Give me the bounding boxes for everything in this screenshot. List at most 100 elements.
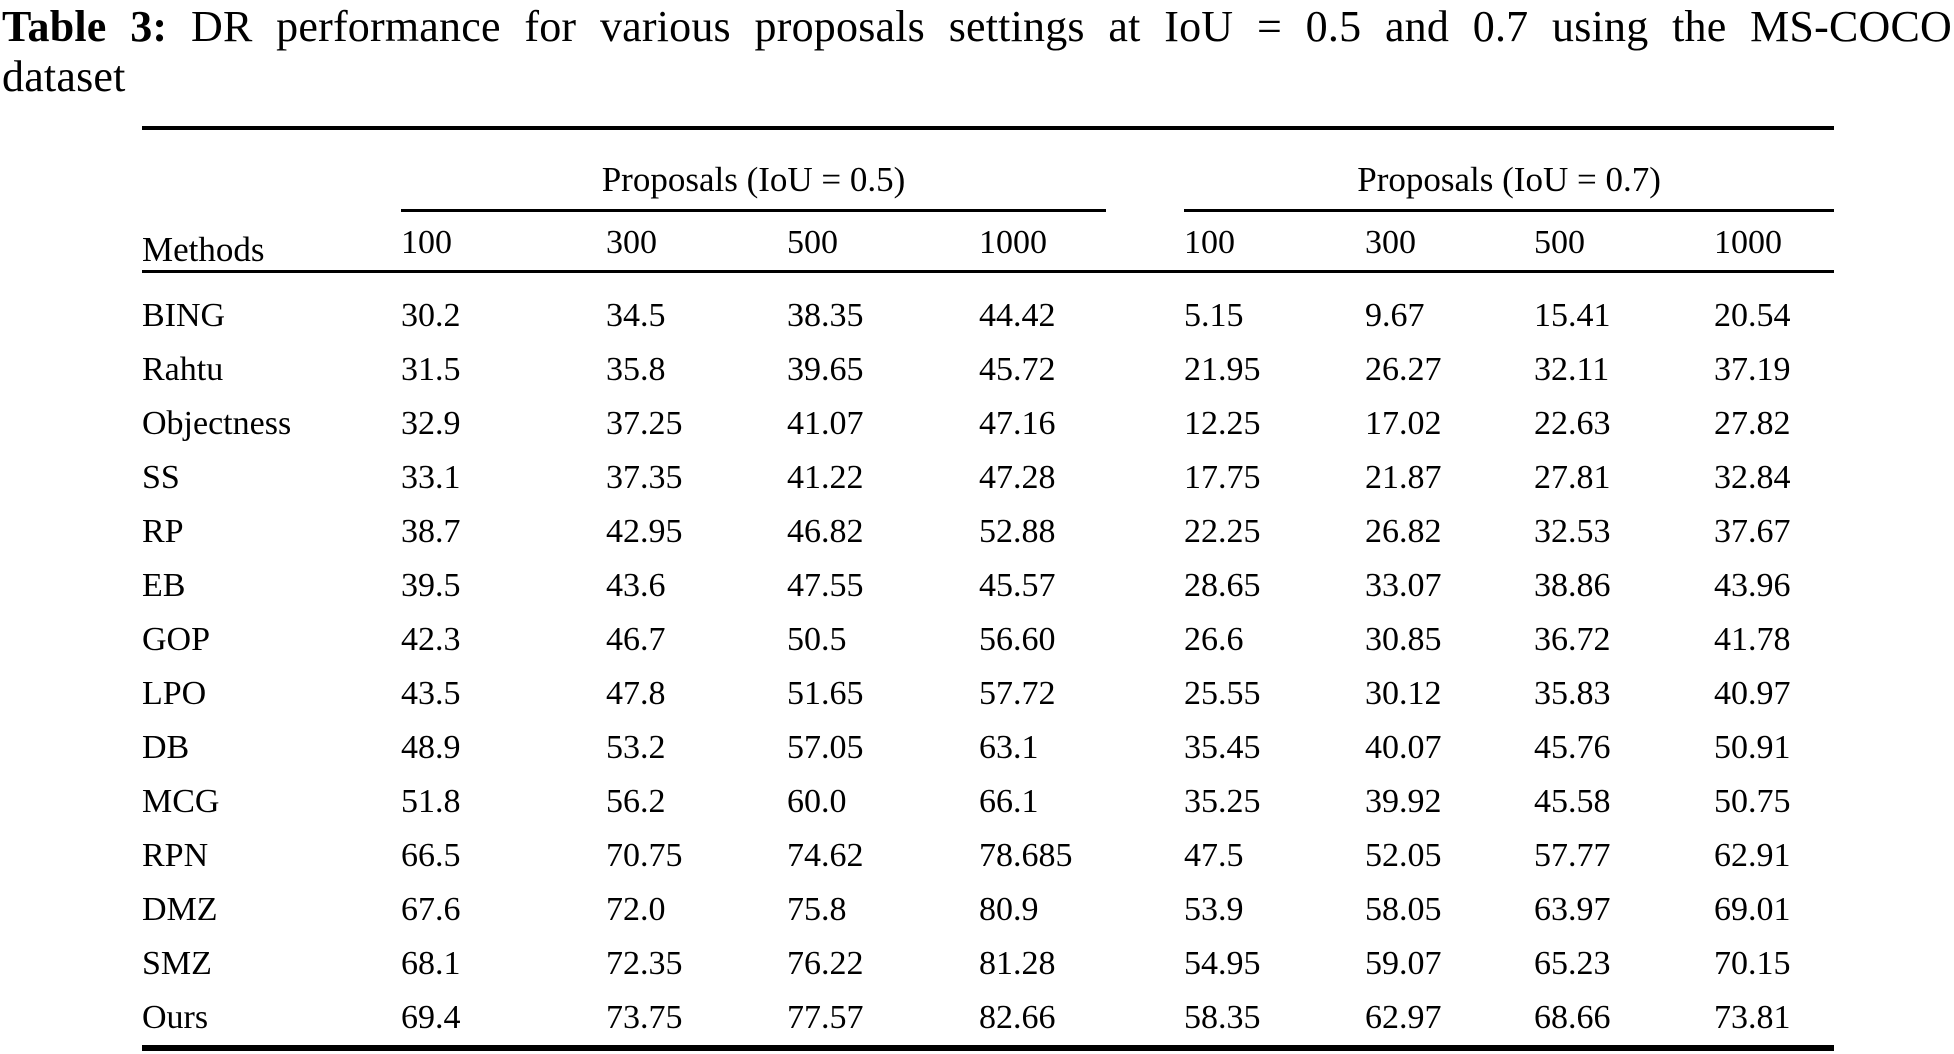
value-cell: 56.2 xyxy=(606,783,666,820)
table-row: Ours 69.4 73.75 77.57 82.66 58.35 62.97 68.66 73… xyxy=(142,991,1834,1048)
value-cell: 69.01 xyxy=(1714,891,1791,928)
value-cell: 54.95 xyxy=(1184,945,1261,982)
value-cell: 32.9 xyxy=(401,405,461,442)
value-cell: 74.62 xyxy=(787,837,864,874)
value-cell: 43.5 xyxy=(401,675,461,712)
value-cell: 42.3 xyxy=(401,621,461,658)
value-cell: 47.5 xyxy=(1184,837,1244,874)
value-cell: 57.05 xyxy=(787,729,864,766)
value-cell: 69.4 xyxy=(401,999,461,1036)
value-cell: 41.07 xyxy=(787,405,864,442)
value-cell: 50.75 xyxy=(1714,783,1791,820)
value-cell: 32.84 xyxy=(1714,459,1791,496)
methods-column-header: Methods xyxy=(142,128,401,273)
value-cell: 22.63 xyxy=(1534,405,1611,442)
method-cell: Rahtu xyxy=(142,351,224,388)
value-cell: 33.1 xyxy=(401,459,461,496)
value-cell: 40.97 xyxy=(1714,675,1791,712)
value-cell: 47.28 xyxy=(979,459,1056,496)
value-cell: 43.6 xyxy=(606,567,666,604)
value-cell: 34.5 xyxy=(606,297,666,334)
value-cell: 59.07 xyxy=(1365,945,1442,982)
value-cell: 44.42 xyxy=(979,297,1056,334)
value-cell: 51.65 xyxy=(787,675,864,712)
value-cell: 72.0 xyxy=(606,891,666,928)
value-cell: 35.25 xyxy=(1184,783,1261,820)
method-cell: RPN xyxy=(142,837,209,874)
value-cell: 37.25 xyxy=(606,405,683,442)
value-cell: 31.5 xyxy=(401,351,461,388)
value-cell: 38.35 xyxy=(787,297,864,334)
subcol-iou05-100: 100 xyxy=(401,212,606,273)
table-row: RP 38.7 42.95 46.82 52.88 22.25 26.82 32.53 37.6… xyxy=(142,505,1834,559)
caption-label: Table 3: xyxy=(2,2,168,51)
value-cell: 15.41 xyxy=(1534,297,1611,334)
value-cell: 25.55 xyxy=(1184,675,1261,712)
table-row: SMZ 68.1 72.35 76.22 81.28 54.95 59.07 65.23 70.… xyxy=(142,937,1834,991)
value-cell: 27.82 xyxy=(1714,405,1791,442)
value-cell: 33.07 xyxy=(1365,567,1442,604)
value-cell: 73.81 xyxy=(1714,999,1791,1036)
value-cell: 45.58 xyxy=(1534,783,1611,820)
value-cell: 32.11 xyxy=(1534,351,1610,388)
subcol-iou07-1000: 1000 xyxy=(1714,212,1835,273)
value-cell: 70.75 xyxy=(606,837,683,874)
value-cell: 50.91 xyxy=(1714,729,1791,766)
value-cell: 63.1 xyxy=(979,729,1039,766)
value-cell: 52.88 xyxy=(979,513,1056,550)
subcol-iou05-300: 300 xyxy=(606,212,787,273)
value-cell: 30.2 xyxy=(401,297,461,334)
table-row: GOP 42.3 46.7 50.5 56.60 26.6 30.85 36.72 41.78 xyxy=(142,613,1834,667)
value-cell: 39.65 xyxy=(787,351,864,388)
value-cell: 70.15 xyxy=(1714,945,1791,982)
value-cell: 66.1 xyxy=(979,783,1039,820)
value-cell: 57.77 xyxy=(1534,837,1611,874)
table-row: DB 48.9 53.2 57.05 63.1 35.45 40.07 45.76 50.91 xyxy=(142,721,1834,775)
table-row: DMZ 67.6 72.0 75.8 80.9 53.9 58.05 63.97 69.01 xyxy=(142,883,1834,937)
value-cell: 62.97 xyxy=(1365,999,1442,1036)
method-cell: BING xyxy=(142,297,226,334)
table-row: EB 39.5 43.6 47.55 45.57 28.65 33.07 38.86 43.96 xyxy=(142,559,1834,613)
value-cell: 35.45 xyxy=(1184,729,1261,766)
value-cell: 45.57 xyxy=(979,567,1056,604)
value-cell: 53.2 xyxy=(606,729,666,766)
caption-line-2: dataset xyxy=(2,52,126,101)
value-cell: 76.22 xyxy=(787,945,864,982)
method-cell: SMZ xyxy=(142,945,212,982)
value-cell: 43.96 xyxy=(1714,567,1791,604)
caption-text: DR performance for various proposals set… xyxy=(190,2,1952,51)
value-cell: 17.02 xyxy=(1365,405,1442,442)
value-cell: 48.9 xyxy=(401,729,461,766)
value-cell: 26.82 xyxy=(1365,513,1442,550)
value-cell: 81.28 xyxy=(979,945,1056,982)
value-cell: 47.55 xyxy=(787,567,864,604)
value-cell: 38.7 xyxy=(401,513,461,550)
value-cell: 30.85 xyxy=(1365,621,1442,658)
method-cell: RP xyxy=(142,513,184,550)
method-cell: DB xyxy=(142,729,190,766)
value-cell: 51.8 xyxy=(401,783,461,820)
value-cell: 32.53 xyxy=(1534,513,1611,550)
value-cell: 41.22 xyxy=(787,459,864,496)
method-cell: SS xyxy=(142,459,180,496)
table-row: LPO 43.5 47.8 51.65 57.72 25.55 30.12 35.83 40.9… xyxy=(142,667,1834,721)
value-cell: 47.16 xyxy=(979,405,1056,442)
value-cell: 57.72 xyxy=(979,675,1056,712)
group-header-iou07: Proposals (IoU = 0.7) xyxy=(1184,128,1835,212)
value-cell: 20.54 xyxy=(1714,297,1791,334)
value-cell: 65.23 xyxy=(1534,945,1611,982)
value-cell: 28.65 xyxy=(1184,567,1261,604)
value-cell: 38.86 xyxy=(1534,567,1611,604)
value-cell: 58.05 xyxy=(1365,891,1442,928)
method-cell: GOP xyxy=(142,621,211,658)
value-cell: 12.25 xyxy=(1184,405,1261,442)
method-cell: Objectness xyxy=(142,405,292,442)
method-cell: Ours xyxy=(142,999,209,1036)
value-cell: 5.15 xyxy=(1184,297,1244,334)
value-cell: 78.685 xyxy=(979,837,1073,874)
value-cell: 53.9 xyxy=(1184,891,1244,928)
method-cell: MCG xyxy=(142,783,220,820)
group-label-iou05: Proposals (IoU = 0.5) xyxy=(401,160,1107,212)
table-body: BING 30.2 34.5 38.35 44.42 5.15 9.67 15.41 20.54… xyxy=(142,272,1834,1049)
